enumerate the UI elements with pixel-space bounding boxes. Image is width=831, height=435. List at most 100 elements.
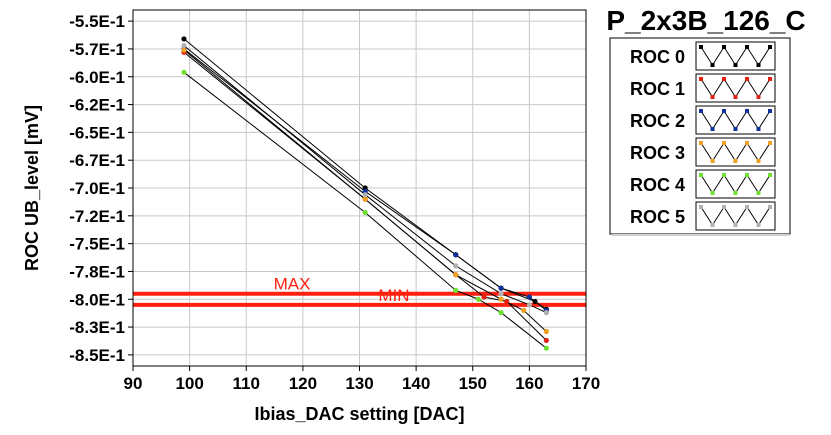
- y-tick-label: -8.5E-1: [69, 346, 125, 365]
- data-point-roc-3: [181, 47, 187, 53]
- data-point-roc-5: [453, 263, 459, 269]
- legend-marker-roc-2: [733, 127, 738, 131]
- legend-marker-roc-3: [756, 159, 761, 163]
- legend-marker-roc-4: [745, 173, 749, 177]
- legend-marker-roc-0: [756, 63, 761, 67]
- legend-marker-roc-1: [768, 77, 772, 81]
- data-point-roc-5: [362, 192, 368, 198]
- data-point-roc-2: [498, 285, 504, 291]
- x-tick-label: 90: [124, 374, 143, 393]
- legend-marker-roc-3: [745, 141, 749, 145]
- data-point-roc-3: [453, 272, 459, 278]
- y-tick-label: -6.0E-1: [69, 68, 125, 87]
- y-tick-label: -6.5E-1: [69, 123, 125, 142]
- legend-marker-roc-0: [733, 63, 738, 67]
- x-tick-label: 140: [402, 374, 430, 393]
- legend-marker-roc-4: [733, 191, 738, 195]
- legend-marker-roc-2: [710, 127, 715, 131]
- data-point-roc-4: [453, 287, 459, 293]
- y-tick-label: -7.2E-1: [69, 207, 125, 226]
- legend-marker-roc-1: [745, 77, 749, 81]
- legend-label-roc-1: ROC 1: [630, 79, 685, 99]
- legend-marker-roc-5: [768, 205, 772, 209]
- legend-label-roc-5: ROC 5: [630, 207, 685, 227]
- data-point-roc-2: [453, 252, 459, 258]
- series-line-roc-5: [183, 45, 547, 314]
- series-line-roc-2: [183, 48, 547, 311]
- legend-marker-roc-5: [710, 223, 715, 227]
- data-point-roc-4: [475, 296, 482, 302]
- legend-box: [609, 37, 791, 235]
- legend-marker-roc-2: [745, 109, 749, 113]
- chart-title: P_2x3B_126_C: [606, 5, 805, 36]
- legend-marker-roc-5: [745, 205, 749, 209]
- legend-marker-roc-3: [733, 159, 738, 163]
- legend-label-roc-0: ROC 0: [630, 47, 685, 67]
- legend-label-roc-2: ROC 2: [630, 111, 685, 131]
- y-axis-ticks: -5.5E-1 -5.7E-1 -6.0E-1 -6.2E-1 -6.5E-1 -6.7E…: [69, 12, 133, 365]
- legend-marker-roc-4: [722, 173, 726, 177]
- y-tick-label: -5.7E-1: [69, 40, 125, 59]
- legend-marker-roc-1: [722, 77, 726, 81]
- legend-marker-roc-1: [756, 95, 761, 99]
- y-tick-label: -7.0E-1: [69, 179, 125, 198]
- data-point-roc-1: [543, 337, 549, 344]
- legend-label-roc-3: ROC 3: [630, 143, 685, 163]
- legend-marker-roc-0: [710, 63, 715, 67]
- x-tick-label: 130: [345, 374, 373, 393]
- legend-marker-roc-0: [745, 45, 749, 49]
- data-point-roc-4: [498, 310, 504, 316]
- y-tick-label: -7.5E-1: [69, 235, 125, 254]
- legend-marker-roc-2: [699, 109, 703, 113]
- legend-marker-roc-0: [768, 45, 772, 49]
- y-tick-label: -6.7E-1: [69, 151, 125, 170]
- legend-marker-roc-0: [699, 45, 703, 49]
- ref-label-max: MAX: [274, 275, 311, 294]
- legend-marker-roc-4: [756, 191, 761, 195]
- data-point-roc-4: [362, 209, 368, 216]
- ref-label-min: MIN: [378, 286, 409, 305]
- data-point-roc-2: [526, 294, 532, 300]
- legend-marker-roc-3: [710, 159, 715, 163]
- legend-marker-roc-4: [710, 191, 715, 195]
- x-tick-label: 150: [459, 374, 487, 393]
- data-point-roc-3: [498, 296, 504, 302]
- legend-marker-roc-5: [756, 223, 761, 227]
- legend-marker-roc-4: [768, 173, 772, 177]
- y-tick-label: -6.2E-1: [69, 96, 125, 115]
- x-tick-label: 160: [515, 374, 543, 393]
- data-point-roc-5: [543, 310, 549, 316]
- legend-marker-roc-5: [733, 223, 738, 227]
- data-point-roc-3: [543, 328, 549, 335]
- legend-marker-roc-1: [699, 77, 703, 81]
- x-tick-label: 100: [175, 374, 203, 393]
- legend-marker-roc-2: [722, 109, 726, 113]
- legend-marker-roc-2: [768, 109, 772, 113]
- data-point-roc-5: [498, 291, 504, 297]
- data-point-roc-1: [504, 298, 510, 305]
- x-axis-ticks: 90 100 110 120 130 140 150 160 170: [124, 366, 600, 393]
- x-tick-label: 120: [289, 374, 317, 393]
- legend-marker-roc-3: [699, 141, 703, 145]
- legend-marker-roc-3: [768, 141, 772, 145]
- x-tick-label: 170: [572, 374, 600, 393]
- data-point-roc-3: [521, 307, 527, 313]
- data-point-roc-3: [362, 196, 368, 202]
- data-points: [181, 36, 549, 351]
- legend-marker-roc-4: [699, 173, 703, 177]
- data-point-roc-5: [181, 43, 187, 49]
- data-point-roc-4: [181, 69, 187, 75]
- x-axis-title: Ibias_DAC setting [DAC]: [254, 404, 464, 424]
- data-point-roc-0: [532, 298, 538, 305]
- legend-marker-roc-0: [722, 45, 726, 49]
- legend-swatch-roc-3: [695, 137, 776, 167]
- legend-marker-roc-5: [722, 205, 726, 209]
- y-tick-label: -7.8E-1: [69, 262, 125, 281]
- series-line-roc-4: [183, 71, 547, 349]
- data-point-roc-0: [181, 36, 187, 42]
- series-line-roc-3: [183, 49, 547, 332]
- y-tick-label: -5.5E-1: [69, 12, 125, 31]
- x-tick-label: 110: [233, 374, 260, 393]
